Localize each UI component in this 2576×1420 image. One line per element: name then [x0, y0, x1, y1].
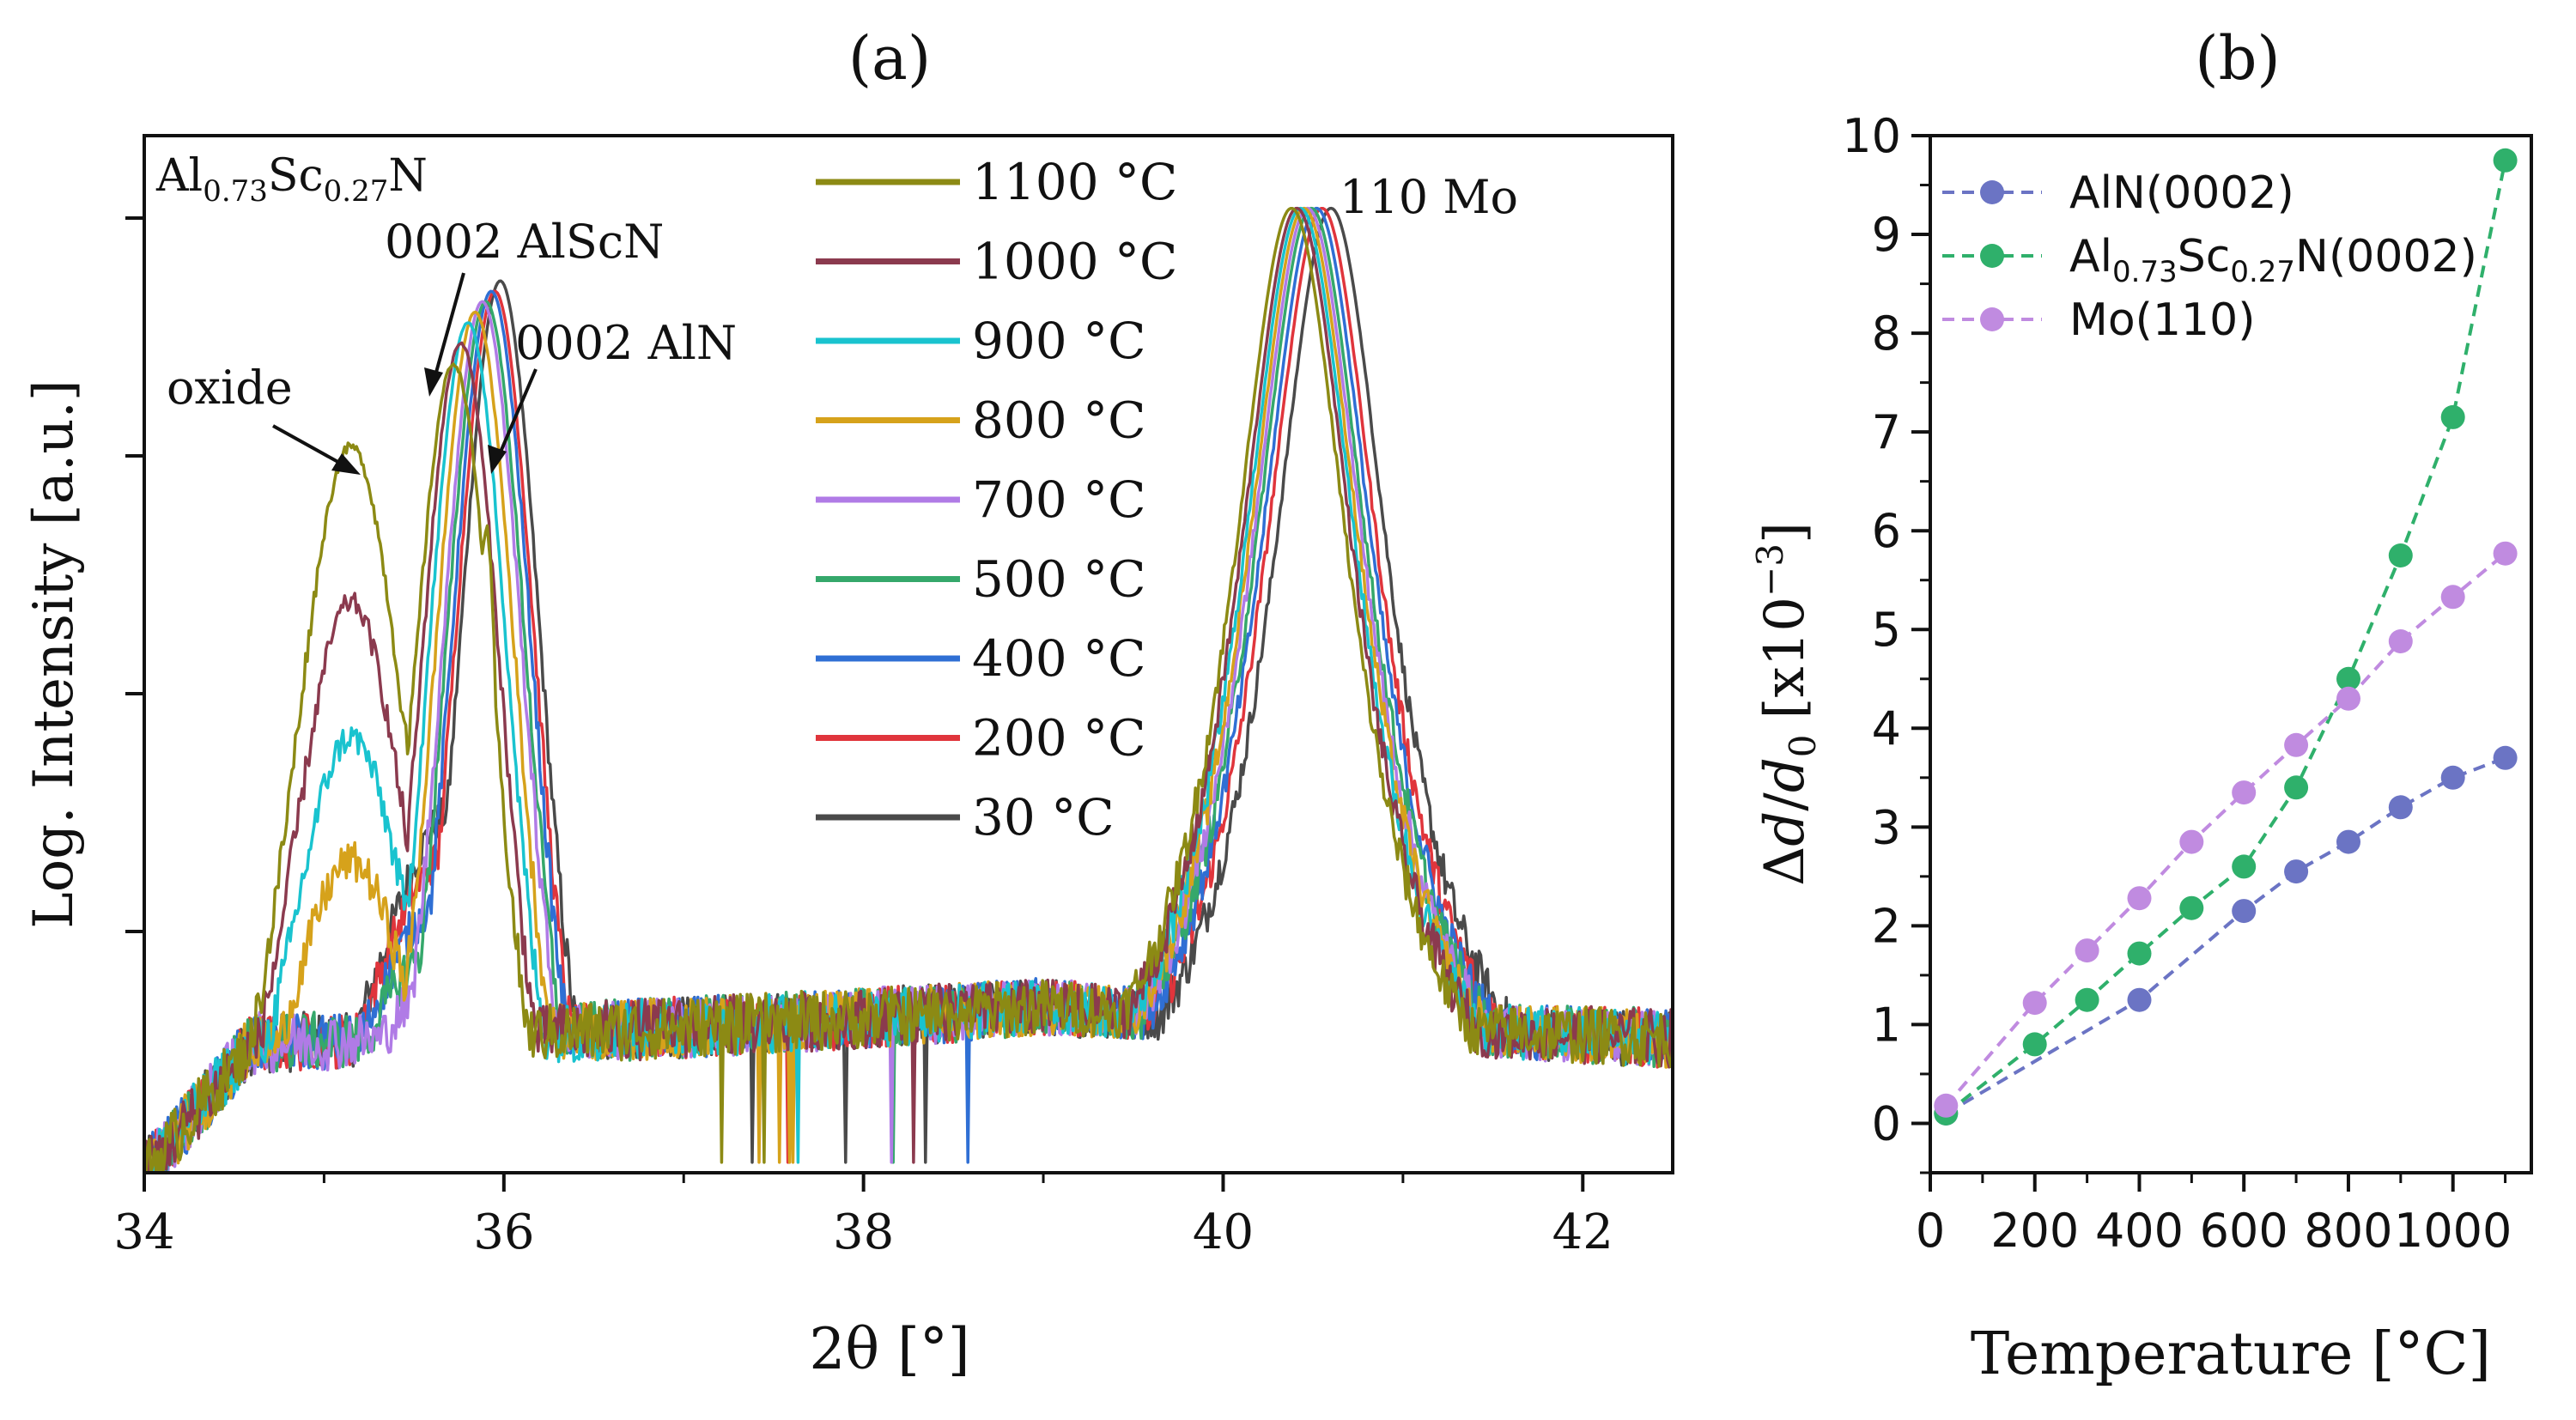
- legend-label-1100C: 1100 °C: [972, 153, 1177, 211]
- point-mo-30: [1934, 1093, 1959, 1118]
- x-tick-label-34: 34: [113, 1205, 174, 1260]
- point-alscn-400: [2127, 941, 2152, 966]
- point-mo-700: [2284, 732, 2309, 757]
- point-mo-1000: [2440, 585, 2465, 610]
- sample-label: Al0.73Sc0.27N: [155, 150, 428, 209]
- x-tick-label-42: 42: [1552, 1205, 1613, 1260]
- annotation-aln-arrowhead: [488, 445, 507, 474]
- panel-b-label: (b): [2195, 23, 2280, 94]
- b-x-tick-label-0: 0: [1916, 1204, 1945, 1258]
- point-aln-700: [2284, 859, 2309, 884]
- b-y-tick-label-0: 0: [1872, 1096, 1901, 1150]
- annotation-mo: 110 Mo: [1340, 170, 1518, 224]
- point-mo-500: [2179, 829, 2204, 854]
- point-alscn-200: [2022, 1032, 2047, 1057]
- point-alscn-300: [2075, 987, 2099, 1012]
- b-y-tick-label-5: 5: [1872, 603, 1901, 657]
- legend-label-800C: 800 °C: [972, 391, 1146, 450]
- annotation-oxide: oxide: [167, 361, 293, 415]
- panel-a-x-ticks: 34 36 38 40 42: [113, 1173, 1613, 1260]
- b-x-tick-label-800: 800: [2304, 1204, 2392, 1258]
- point-mo-200: [2022, 991, 2047, 1016]
- x-tick-label-40: 40: [1193, 1205, 1254, 1260]
- legend-label-500C: 500 °C: [972, 550, 1146, 609]
- b-x-tick-label-400: 400: [2095, 1204, 2184, 1258]
- legend-mo-marker: [1980, 307, 2004, 331]
- point-mo-800: [2336, 686, 2360, 711]
- panel-a-legend: 1100 °C 1000 °C 900 °C 800 °C 700 °C 500 °C 40…: [816, 153, 1177, 847]
- b-x-tick-label-1000: 1000: [2394, 1204, 2512, 1258]
- point-mo-300: [2075, 938, 2099, 963]
- point-alscn-800: [2336, 666, 2360, 691]
- panel-b: (b) 0 200 400 600 800 1000 0 1 2 3 4 5 6 7 8 9 10 Tempe…: [1749, 23, 2533, 1388]
- point-alscn-500: [2179, 895, 2204, 920]
- xrd-curve-1100C: [144, 206, 1673, 1173]
- point-alscn-900: [2388, 543, 2413, 567]
- point-aln-400: [2127, 987, 2152, 1012]
- panel-b-x-axis-label: Temperature [°C]: [1971, 1320, 2491, 1388]
- panel-b-legend: AlN(0002) Al0.73Sc0.27N(0002) Mo(110): [1942, 167, 2477, 346]
- panel-a: (a) 34 36 38 40 42 2θ [°] Log. Intensity [a.…: [22, 23, 1674, 1382]
- legend-label-1000C: 1000 °C: [972, 233, 1177, 291]
- annotation-oxide-arrowhead: [331, 453, 361, 475]
- xrd-curves: [144, 206, 1673, 1173]
- annotation-aln-arrow: [495, 368, 538, 463]
- legend-label-400C: 400 °C: [972, 629, 1146, 688]
- point-aln-800: [2336, 829, 2360, 854]
- b-y-tick-label-7: 7: [1872, 405, 1901, 459]
- annotation-aln: 0002 AlN: [515, 316, 737, 370]
- x-tick-label-38: 38: [833, 1205, 894, 1260]
- point-alscn-600: [2232, 854, 2257, 879]
- b-y-tick-label-1: 1: [1872, 998, 1901, 1052]
- legend-label-200C: 200 °C: [972, 709, 1146, 768]
- panel-a-y-ticks: [125, 216, 144, 933]
- panel-a-x-axis-label: 2θ [°]: [809, 1316, 969, 1382]
- b-x-tick-label-600: 600: [2200, 1204, 2288, 1258]
- panel-b-frame: [1929, 134, 2533, 1174]
- point-aln-900: [2388, 795, 2413, 820]
- legend-label-900C: 900 °C: [972, 312, 1146, 370]
- point-aln-1100: [2493, 745, 2518, 770]
- annotation-alscn: 0002 AlScN: [385, 215, 664, 269]
- point-alscn-1100: [2493, 148, 2518, 173]
- panel-b-x-ticks: 0 200 400 600 800 1000: [1916, 1173, 2512, 1258]
- b-y-tick-label-4: 4: [1872, 701, 1901, 756]
- legend-mo-label: Mo(110): [2069, 294, 2256, 346]
- annotation-alscn-arrow: [431, 272, 465, 385]
- annotation-alscn-arrowhead: [424, 367, 443, 397]
- x-tick-label-36: 36: [473, 1205, 534, 1260]
- panel-b-y-ticks: 0 1 2 3 4 5 6 7 8 9 10: [1842, 109, 1930, 1174]
- b-y-tick-label-3: 3: [1872, 800, 1901, 854]
- legend-alscn-marker: [1980, 244, 2004, 268]
- b-y-tick-label-2: 2: [1872, 899, 1901, 953]
- b-y-tick-label-6: 6: [1872, 504, 1901, 558]
- legend-label-30C: 30 °C: [972, 788, 1115, 847]
- b-y-tick-label-8: 8: [1872, 306, 1901, 361]
- point-aln-1000: [2440, 765, 2465, 790]
- point-aln-600: [2232, 899, 2257, 924]
- panel-a-frame: [143, 134, 1674, 1174]
- strain-series: [1934, 148, 2518, 1126]
- legend-aln-marker: [1980, 180, 2004, 204]
- legend-label-700C: 700 °C: [972, 470, 1146, 529]
- panel-a-label: (a): [848, 23, 931, 94]
- legend-aln-label: AlN(0002): [2069, 167, 2294, 219]
- legend-alscn-label: Al0.73Sc0.27N(0002): [2069, 231, 2477, 289]
- b-y-tick-label-10: 10: [1842, 109, 1901, 163]
- point-mo-600: [2232, 780, 2257, 805]
- point-mo-400: [2127, 886, 2152, 911]
- b-x-tick-label-200: 200: [1990, 1204, 2079, 1258]
- point-alscn-1000: [2440, 404, 2465, 429]
- panel-a-y-axis-label: Log. Intensity [a.u.]: [22, 379, 86, 929]
- point-mo-900: [2388, 629, 2413, 653]
- b-y-tick-label-9: 9: [1872, 208, 1901, 262]
- point-alscn-700: [2284, 775, 2309, 800]
- panel-b-y-axis-label: Δd/d0[x10−3]: [1749, 522, 1824, 886]
- point-mo-1100: [2493, 541, 2518, 566]
- series-line-mo: [1944, 552, 2506, 1107]
